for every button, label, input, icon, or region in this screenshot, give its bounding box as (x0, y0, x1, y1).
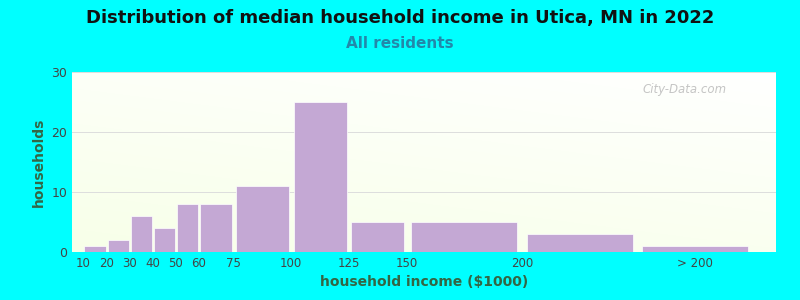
Text: City-Data.com: City-Data.com (642, 83, 726, 97)
Bar (200, 204, 232, 252)
Bar (526, 234, 633, 252)
Bar (642, 246, 748, 252)
Bar (351, 222, 404, 252)
Text: Distribution of median household income in Utica, MN in 2022: Distribution of median household income … (86, 9, 714, 27)
Bar (154, 228, 175, 252)
Bar (236, 186, 289, 252)
Bar (130, 216, 152, 252)
Bar (294, 102, 346, 252)
Bar (411, 222, 518, 252)
Bar (177, 204, 198, 252)
Text: All residents: All residents (346, 36, 454, 51)
Bar (107, 240, 129, 252)
Y-axis label: households: households (32, 117, 46, 207)
Bar (85, 246, 106, 252)
X-axis label: household income ($1000): household income ($1000) (320, 275, 528, 290)
